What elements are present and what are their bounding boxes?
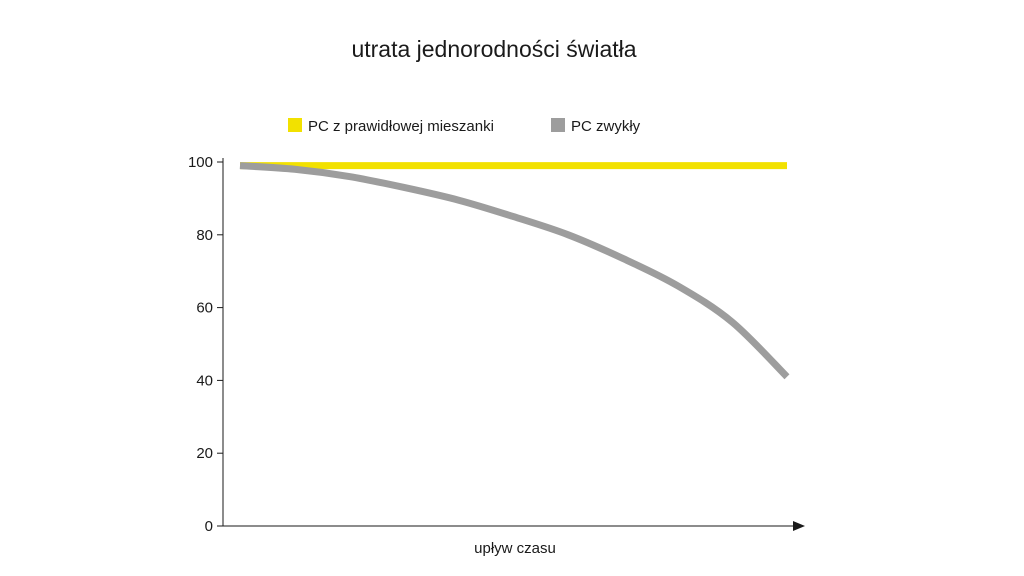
x-axis-arrow <box>793 521 805 531</box>
y-tick-label-1: 20 <box>196 445 213 462</box>
series-layer <box>239 162 790 380</box>
y-tick-label-5: 100 <box>188 154 213 171</box>
legend: PC z prawidłowej mieszanki PC zwykły <box>288 118 641 135</box>
y-axis-ticks: 0 20 40 60 80 100 <box>188 154 223 535</box>
legend-label-series-1: PC z prawidłowej mieszanki <box>308 118 494 135</box>
chart-title: utrata jednorodności światła <box>351 36 636 62</box>
legend-swatch-series-2 <box>551 118 565 132</box>
series-line-2 <box>239 162 790 380</box>
legend-swatch-series-1 <box>288 118 302 132</box>
x-axis-label: upływ czasu <box>474 540 556 557</box>
legend-label-series-2: PC zwykły <box>571 118 641 135</box>
y-tick-label-3: 60 <box>196 300 213 317</box>
y-tick-label-2: 40 <box>196 372 213 389</box>
y-tick-label-0: 0 <box>205 518 213 535</box>
y-tick-label-4: 80 <box>196 227 213 244</box>
